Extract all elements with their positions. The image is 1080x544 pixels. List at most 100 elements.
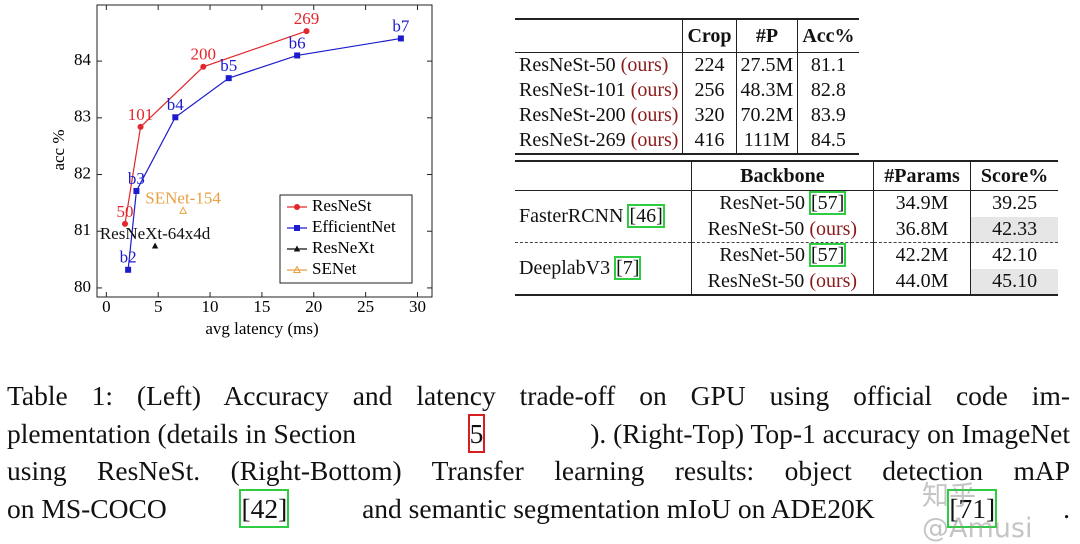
ours-tag: (ours) xyxy=(809,269,858,292)
legend-marker xyxy=(292,265,302,273)
caption-line: on MS-COCO [42] and semantic segmentatio… xyxy=(7,488,1070,528)
value-cell: 84.5 xyxy=(797,128,859,154)
model-name: ResNeSt-200 xyxy=(519,104,626,126)
point-label: 50 xyxy=(117,202,134,221)
score-cell: 42.10 xyxy=(970,242,1058,269)
citation[interactable]: [57] xyxy=(808,243,847,268)
x-axis-label: avg latency (ms) xyxy=(205,319,318,338)
y-tick-label: 81 xyxy=(74,220,91,239)
table-row: DeeplabV3 [7] ResNet-50 [57] 42.2M 42.10 xyxy=(515,242,1058,295)
value-cell: 256 xyxy=(682,78,737,103)
y-tick-label: 84 xyxy=(74,50,92,69)
point xyxy=(397,35,404,42)
point xyxy=(151,242,159,249)
ours-tag: (ours) xyxy=(630,104,679,126)
header-cell: Score% xyxy=(970,161,1058,191)
y-tick-label: 80 xyxy=(74,277,91,296)
value-cell: 81.1 xyxy=(797,52,859,78)
bottom-table: Backbone #Params Score% FasterRCNN [46] R… xyxy=(515,160,1058,296)
ours-tag: (ours) xyxy=(630,129,679,151)
params-cell: 34.9M xyxy=(872,190,971,217)
model-name: ResNeSt-269 xyxy=(519,129,626,151)
point-label: 200 xyxy=(191,45,217,64)
point-label: 269 xyxy=(294,9,320,28)
header-row: Backbone #Params Score% xyxy=(515,161,1058,191)
caption-text: on MS-COCO xyxy=(7,492,174,524)
caption-text: Table 1: (Left) Accuracy and latency tra… xyxy=(7,380,1070,411)
legend-marker xyxy=(294,225,300,231)
table-row: ResNeSt-101 (ours) 256 48.3M 82.8 xyxy=(515,78,859,103)
x-tick-label: 15 xyxy=(253,297,270,316)
point xyxy=(133,187,140,194)
backbone-cell: ResNeSt-50 (ours) xyxy=(690,268,874,295)
backbone-name: ResNeSt-50 xyxy=(707,217,805,240)
x-tick-label: 5 xyxy=(154,297,163,316)
x-tick-label: 20 xyxy=(305,297,322,316)
params-cell: 42.2M xyxy=(872,242,971,269)
caption: Table 1: (Left) Accuracy and latency tra… xyxy=(7,377,1070,528)
citation[interactable]: [71] xyxy=(947,488,998,528)
backbone-name: ResNet-50 xyxy=(719,192,805,215)
backbone-cell: ResNet-50 [57] xyxy=(690,242,874,269)
point xyxy=(179,206,188,214)
params-cell: 44.0M xyxy=(872,268,971,295)
legend-label: EfficientNet xyxy=(312,217,396,236)
table-row: FasterRCNN [46] ResNet-50 [57] 34.9M 39.25 xyxy=(515,190,1058,228)
model-cell: ResNeSt-200 (ours) xyxy=(515,103,683,128)
legend: ResNeSt EfficientNet ResNeXt SENet xyxy=(279,194,413,284)
caption-text: using ResNeSt. (Right-Bottom) Transfer l… xyxy=(7,455,1070,486)
model-cell: ResNeSt-269 (ours) xyxy=(515,128,683,154)
citation[interactable]: [46] xyxy=(627,204,665,228)
header-row: Crop #P Acc% xyxy=(515,19,859,53)
point-label: 101 xyxy=(128,105,154,124)
point xyxy=(294,52,301,59)
x-tick-label: 25 xyxy=(357,297,374,316)
header-cell: Backbone xyxy=(690,161,874,191)
backbone-cell: ResNeSt-50 (ours) xyxy=(690,216,874,243)
point-label: SENet-154 xyxy=(145,189,221,208)
backbone-name: ResNet-50 xyxy=(719,244,805,267)
citation[interactable]: [42] xyxy=(239,488,290,528)
ours-tag: (ours) xyxy=(620,54,669,76)
section-ref[interactable]: 5 xyxy=(467,413,486,453)
legend-marker xyxy=(294,204,300,210)
header-cell: Crop xyxy=(682,19,737,53)
value-cell: 416 xyxy=(682,128,737,154)
caption-text: plementation (details in Section xyxy=(7,417,363,449)
method-cell: DeeplabV3 [7] xyxy=(515,242,692,295)
y-axis-label: acc % xyxy=(49,129,68,170)
point xyxy=(200,63,207,70)
point xyxy=(122,220,129,227)
table-row: ResNeSt-269 (ours) 416 111M 84.5 xyxy=(515,128,859,154)
header-cell: #Params xyxy=(872,161,971,191)
ours-tag: (ours) xyxy=(809,217,858,240)
point xyxy=(125,266,132,273)
params-cell: 36.8M xyxy=(872,216,971,243)
y-tick-label: 82 xyxy=(74,163,91,182)
caption-text: ). (Right-Top) Top-1 accuracy on ImageNe… xyxy=(590,417,1070,449)
ours-tag: (ours) xyxy=(630,79,679,101)
point-label: b6 xyxy=(289,33,306,52)
table-row: ResNeSt-50 (ours) 224 27.5M 81.1 xyxy=(515,52,859,78)
table-row: ResNeSt-50 (ours) 36.8M 42.33 xyxy=(515,216,1058,243)
value-cell: 320 xyxy=(682,103,737,128)
score-cell: 39.25 xyxy=(970,190,1058,217)
point xyxy=(303,28,310,35)
citation[interactable]: [7] xyxy=(614,256,642,280)
point xyxy=(172,114,179,121)
point-label: b7 xyxy=(392,16,410,35)
series-line xyxy=(127,37,401,270)
legend-marker xyxy=(293,245,301,252)
value-cell: 224 xyxy=(682,52,737,78)
point xyxy=(225,75,232,82)
model-name: ResNeSt-50 xyxy=(519,54,616,76)
method-cell: FasterRCNN [46] xyxy=(515,191,691,243)
caption-text: and semantic segmentation mIoU on ADE20K xyxy=(355,492,882,524)
legend-label: SENet xyxy=(312,259,357,278)
score-cell: 42.33 xyxy=(970,216,1058,243)
header-cell: #P xyxy=(735,19,798,53)
plot-frame xyxy=(96,4,433,298)
citation[interactable]: [57] xyxy=(808,191,847,216)
legend-label: ResNeXt xyxy=(312,238,375,257)
score-cell: 45.10 xyxy=(970,268,1058,295)
